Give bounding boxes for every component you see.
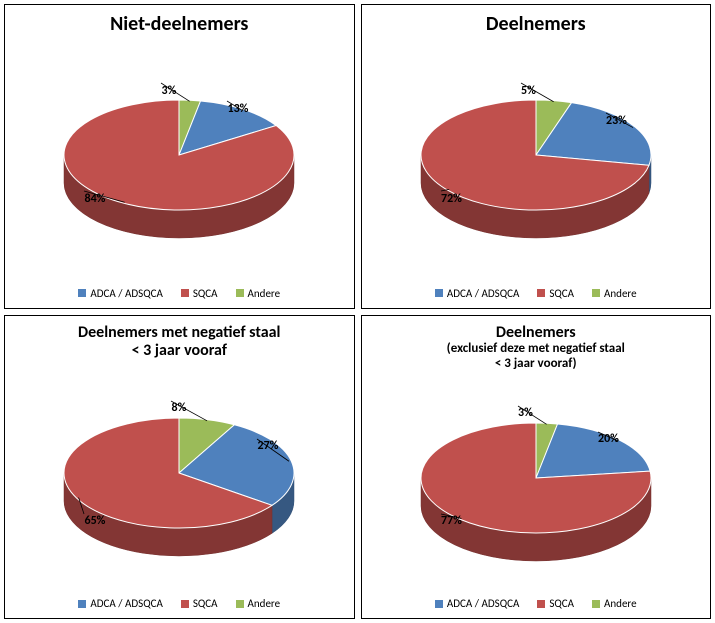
legend-item-adca: ADCA / ADSQCA (78, 597, 162, 610)
panel-title: Deelnemers (496, 324, 576, 342)
data-label-andere: 8% (172, 401, 187, 415)
panel-title: Deelnemers (486, 13, 586, 36)
legend-item-andere: Andere (592, 597, 637, 610)
data-label-andere: 3% (162, 84, 177, 98)
legend-swatch-icon (435, 289, 443, 297)
legend-item-adca: ADCA / ADSQCA (78, 287, 162, 300)
legend-label: ADCA / ADSQCA (90, 287, 162, 300)
data-label-adca: 20% (598, 432, 619, 446)
chart-area: 3% 13% 84% (11, 36, 348, 287)
legend-swatch-icon (78, 289, 86, 297)
pie-chart (386, 384, 686, 584)
legend: ADCA / ADSQCA SQCA Andere (435, 287, 637, 302)
panel-title: Deelnemers met negatief staal (78, 324, 280, 342)
chart-area: 8% 27% 65% (11, 360, 348, 597)
data-label-sqca: 72% (441, 192, 462, 206)
panel-deelnemers-neg: Deelnemers met negatief staal < 3 jaar v… (4, 315, 355, 620)
data-label-adca: 23% (606, 114, 627, 128)
panel-title: Niet-deelnemers (110, 13, 248, 36)
chart-area: 5% 23% 72% (368, 36, 705, 287)
chart-grid: Niet-deelnemers 3% 13% 84% ADCA / ADSQCA SQ… (4, 4, 711, 619)
legend-swatch-icon (181, 600, 189, 608)
legend-item-adca: ADCA / ADSQCA (435, 597, 519, 610)
panel-deelnemers-excl: Deelnemers (exclusief deze met negatief … (361, 315, 712, 620)
legend-label: SQCA (193, 597, 218, 610)
legend-item-sqca: SQCA (181, 597, 218, 610)
panel-deelnemers: Deelnemers 5% 23% 72% ADCA / ADSQCA SQCA And… (361, 4, 712, 309)
legend-swatch-icon (537, 600, 545, 608)
data-label-andere: 3% (518, 406, 533, 420)
panel-subtitle: (exclusief deze met negatief staal (447, 342, 625, 357)
legend: ADCA / ADSQCA SQCA Andere (78, 287, 280, 302)
legend-swatch-icon (592, 600, 600, 608)
legend-swatch-icon (236, 289, 244, 297)
legend-label: ADCA / ADSQCA (90, 597, 162, 610)
legend: ADCA / ADSQCA SQCA Andere (435, 597, 637, 612)
data-label-andere: 5% (521, 84, 536, 98)
legend-item-andere: Andere (236, 597, 281, 610)
legend-item-andere: Andere (236, 287, 281, 300)
panel-subtitle-2: < 3 jaar vooraf) (495, 357, 577, 372)
legend-swatch-icon (236, 600, 244, 608)
legend-label: ADCA / ADSQCA (447, 597, 519, 610)
pie-chart (29, 61, 329, 261)
legend-label: SQCA (549, 597, 574, 610)
legend-item-sqca: SQCA (537, 287, 574, 300)
panel-subtitle: < 3 jaar vooraf (132, 342, 227, 360)
legend-label: Andere (604, 597, 637, 610)
legend-item-adca: ADCA / ADSQCA (435, 287, 519, 300)
data-label-sqca: 65% (85, 514, 106, 528)
legend-label: SQCA (549, 287, 574, 300)
legend-label: SQCA (193, 287, 218, 300)
legend-swatch-icon (435, 600, 443, 608)
legend-item-sqca: SQCA (537, 597, 574, 610)
legend-swatch-icon (181, 289, 189, 297)
legend-label: Andere (604, 287, 637, 300)
legend-label: Andere (248, 287, 281, 300)
legend-label: ADCA / ADSQCA (447, 287, 519, 300)
legend-label: Andere (248, 597, 281, 610)
legend-item-andere: Andere (592, 287, 637, 300)
data-label-adca: 13% (228, 102, 249, 116)
legend-swatch-icon (537, 289, 545, 297)
data-label-adca: 27% (258, 439, 279, 453)
legend: ADCA / ADSQCA SQCA Andere (78, 597, 280, 612)
legend-swatch-icon (78, 600, 86, 608)
panel-niet-deelnemers: Niet-deelnemers 3% 13% 84% ADCA / ADSQCA SQ… (4, 4, 355, 309)
data-label-sqca: 84% (85, 192, 106, 206)
data-label-sqca: 77% (441, 514, 462, 528)
legend-swatch-icon (592, 289, 600, 297)
chart-area: 3% 20% 77% (368, 372, 705, 597)
legend-item-sqca: SQCA (181, 287, 218, 300)
